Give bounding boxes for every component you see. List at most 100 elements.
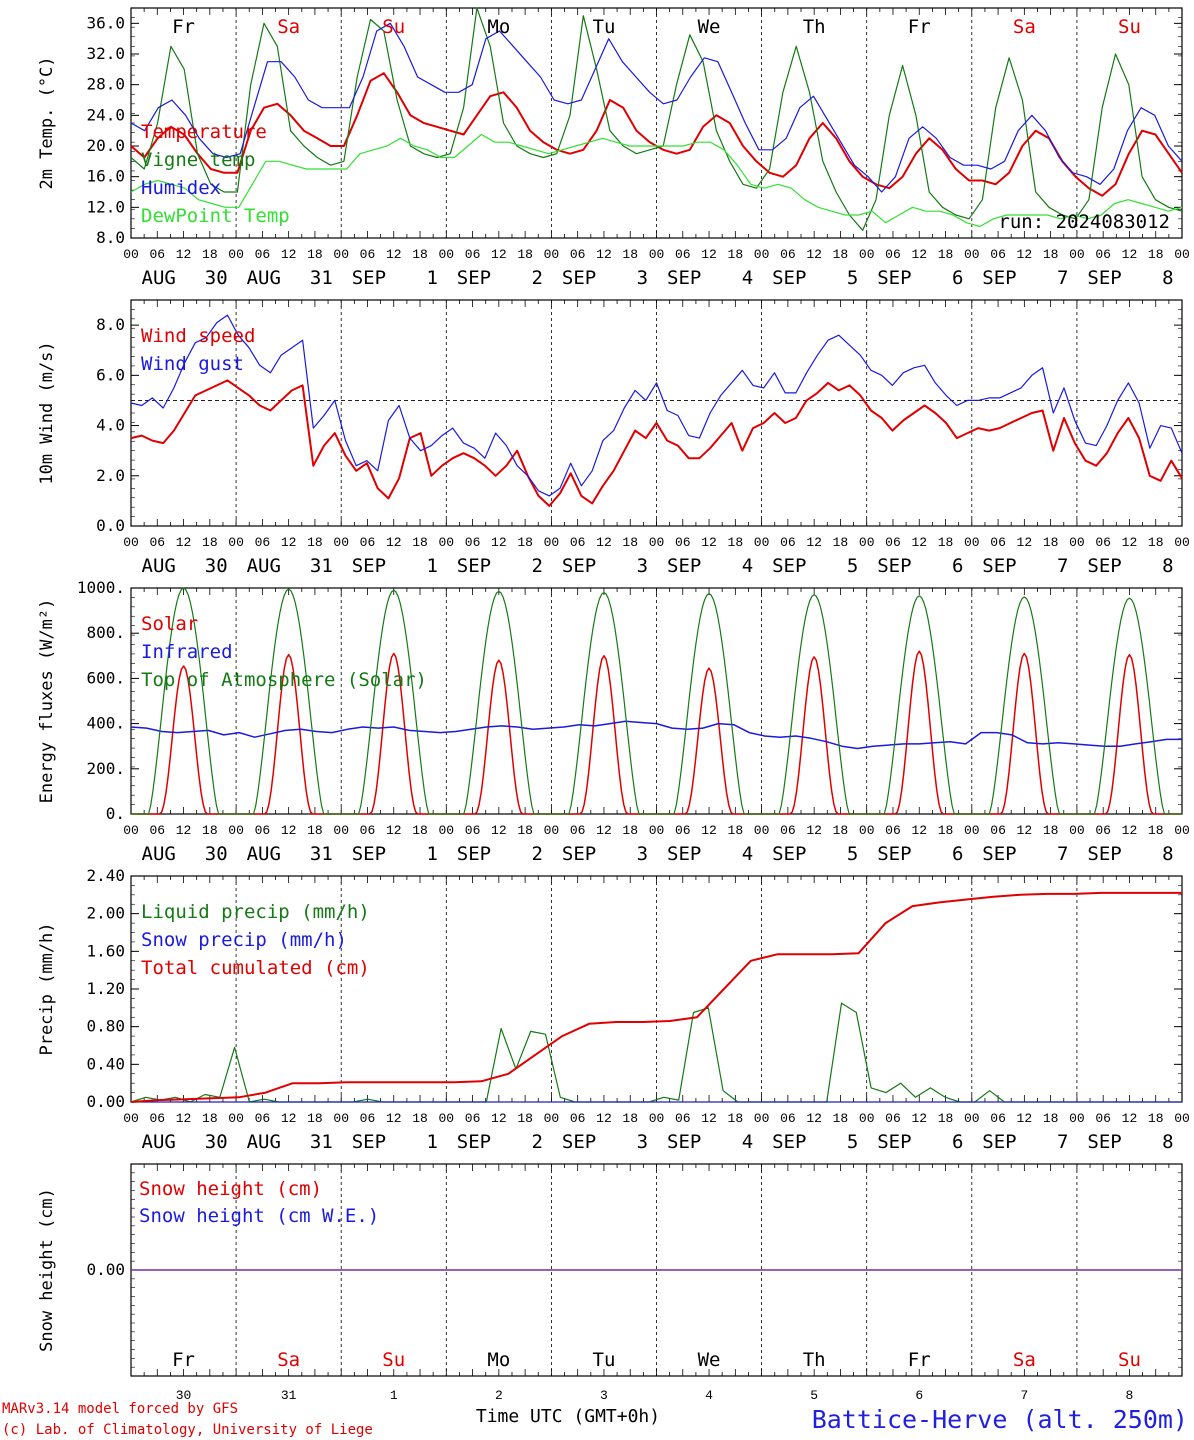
panel-2: 8.0 6.0 4.0 2.0 0.0 10m Wind (m/s) Wind speed W… — [37, 299, 1190, 577]
x-hour-label: 12 — [806, 535, 822, 550]
x-hour-label: 06 — [255, 535, 271, 550]
x-date-day: 6 — [952, 555, 963, 577]
weekday-label-bottom: Fr — [908, 1349, 931, 1371]
series-line-wind-speed — [130, 379, 1183, 507]
x-hour-label: 18 — [202, 823, 218, 838]
x-hour-label: 00 — [544, 823, 560, 838]
x-date-month: SEP — [352, 843, 386, 865]
x-date-day: 8 — [1162, 267, 1173, 289]
x-date-day: 31 — [310, 555, 333, 577]
x-hour-label: 12 — [176, 823, 192, 838]
legend-entry: Top of Atmosphere (Solar) — [141, 669, 427, 691]
day-number-label: 8 — [1126, 1388, 1134, 1403]
x-date-day: 1 — [426, 843, 437, 865]
x-hour-label: 00 — [1069, 823, 1085, 838]
x-hour-label: 06 — [780, 823, 796, 838]
x-hour-label: 06 — [1095, 247, 1111, 262]
x-hour-label: 06 — [570, 535, 586, 550]
x-hour-label: 00 — [754, 823, 770, 838]
x-date-month: AUG — [142, 267, 176, 289]
x-hour-label: 06 — [780, 247, 796, 262]
x-hour-label: 12 — [1122, 535, 1138, 550]
x-date-day: 2 — [532, 555, 543, 577]
y-tick-label: 0.00 — [86, 1092, 125, 1111]
x-hour-label: 18 — [622, 1111, 638, 1126]
y-tick-label: 8.0 — [96, 315, 125, 334]
x-hour-label: 18 — [728, 535, 744, 550]
x-hour-label: 00 — [123, 535, 139, 550]
y-tick-label: 2.0 — [96, 466, 125, 485]
x-hour-label: 12 — [491, 823, 507, 838]
x-date-month: SEP — [562, 1131, 596, 1153]
x-date-month: SEP — [562, 555, 596, 577]
x-hour-label: 12 — [701, 247, 717, 262]
x-date-month: SEP — [772, 1131, 806, 1153]
y-tick-label: 6.0 — [96, 365, 125, 384]
x-hour-label: 12 — [1122, 247, 1138, 262]
x-date-day: 4 — [742, 267, 753, 289]
x-hour-label: 18 — [202, 247, 218, 262]
x-hour-label: 06 — [885, 535, 901, 550]
series-line-dewpoint-temp — [130, 133, 1183, 228]
x-date-month: SEP — [352, 1131, 386, 1153]
x-hour-label: 00 — [544, 535, 560, 550]
weekday-label-bottom: Fr — [172, 1349, 195, 1371]
x-date-day: 2 — [532, 843, 543, 865]
y-tick-label: 32.0 — [86, 44, 125, 63]
x-hour-label: 06 — [885, 247, 901, 262]
day-number-label: 5 — [810, 1388, 818, 1403]
x-date-month: SEP — [772, 843, 806, 865]
y-tick-label: 600. — [86, 668, 125, 687]
x-date-day: 8 — [1162, 843, 1173, 865]
x-hour-label: 18 — [202, 535, 218, 550]
x-hour-label: 00 — [859, 1111, 875, 1126]
x-date-day: 8 — [1162, 555, 1173, 577]
y-axis-label: Energy fluxes (W/m²) — [37, 599, 57, 804]
model-credit: MARv3.14 model forced by GFS — [2, 1401, 238, 1417]
x-hour-label: 06 — [570, 823, 586, 838]
series-line-humidex — [130, 22, 1183, 193]
panel-4: 2.40 2.00 1.60 1.20 0.80 0.40 0.00 Precip (mm/h… — [37, 866, 1190, 1153]
x-hour-label: 18 — [307, 247, 323, 262]
x-hour-label: 06 — [990, 823, 1006, 838]
y-tick-label: 20.0 — [86, 136, 125, 155]
x-hour-label: 00 — [964, 535, 980, 550]
x-hour-label: 06 — [885, 1111, 901, 1126]
x-date-month: SEP — [667, 843, 701, 865]
x-date-month: AUG — [142, 843, 176, 865]
day-number-label: 2 — [495, 1388, 503, 1403]
x-hour-label: 00 — [438, 535, 454, 550]
x-date-day: 3 — [637, 555, 648, 577]
y-tick-label: 12.0 — [86, 197, 125, 216]
x-hour-label: 00 — [333, 1111, 349, 1126]
x-hour-label: 18 — [833, 1111, 849, 1126]
day-number-label: 4 — [705, 1388, 713, 1403]
series-line-vigne-temp — [130, 7, 1183, 231]
x-hour-label: 06 — [465, 535, 481, 550]
x-date-month: AUG — [247, 843, 281, 865]
panel-1: 36.0 32.0 28.0 24.0 20.0 16.0 12.0 8.0 2m Temp. … — [37, 7, 1190, 289]
x-hour-label: 06 — [255, 247, 271, 262]
x-date-month: SEP — [352, 555, 386, 577]
x-date-month: SEP — [982, 267, 1016, 289]
x-hour-label: 18 — [412, 247, 428, 262]
x-hour-label: 00 — [1069, 247, 1085, 262]
footer: MARv3.14 model forced by GFS (c) Lab. of… — [2, 1401, 1188, 1438]
x-hour-label: 12 — [491, 535, 507, 550]
weekday-label: Th — [803, 16, 826, 38]
x-hour-label: 18 — [307, 1111, 323, 1126]
x-hour-label: 18 — [833, 247, 849, 262]
x-hour-label: 12 — [911, 823, 927, 838]
weekday-label-bottom: Su — [382, 1349, 405, 1371]
x-hour-label: 06 — [780, 1111, 796, 1126]
x-date-day: 1 — [426, 1131, 437, 1153]
x-hour-label: 12 — [701, 535, 717, 550]
series-line-infrared — [130, 720, 1182, 750]
y-tick-label: 24.0 — [86, 105, 125, 124]
x-date-day: 6 — [952, 267, 963, 289]
x-date-month: SEP — [877, 555, 911, 577]
x-date-day: 5 — [847, 555, 858, 577]
x-hour-label: 18 — [1043, 247, 1059, 262]
x-hour-label: 12 — [386, 1111, 402, 1126]
